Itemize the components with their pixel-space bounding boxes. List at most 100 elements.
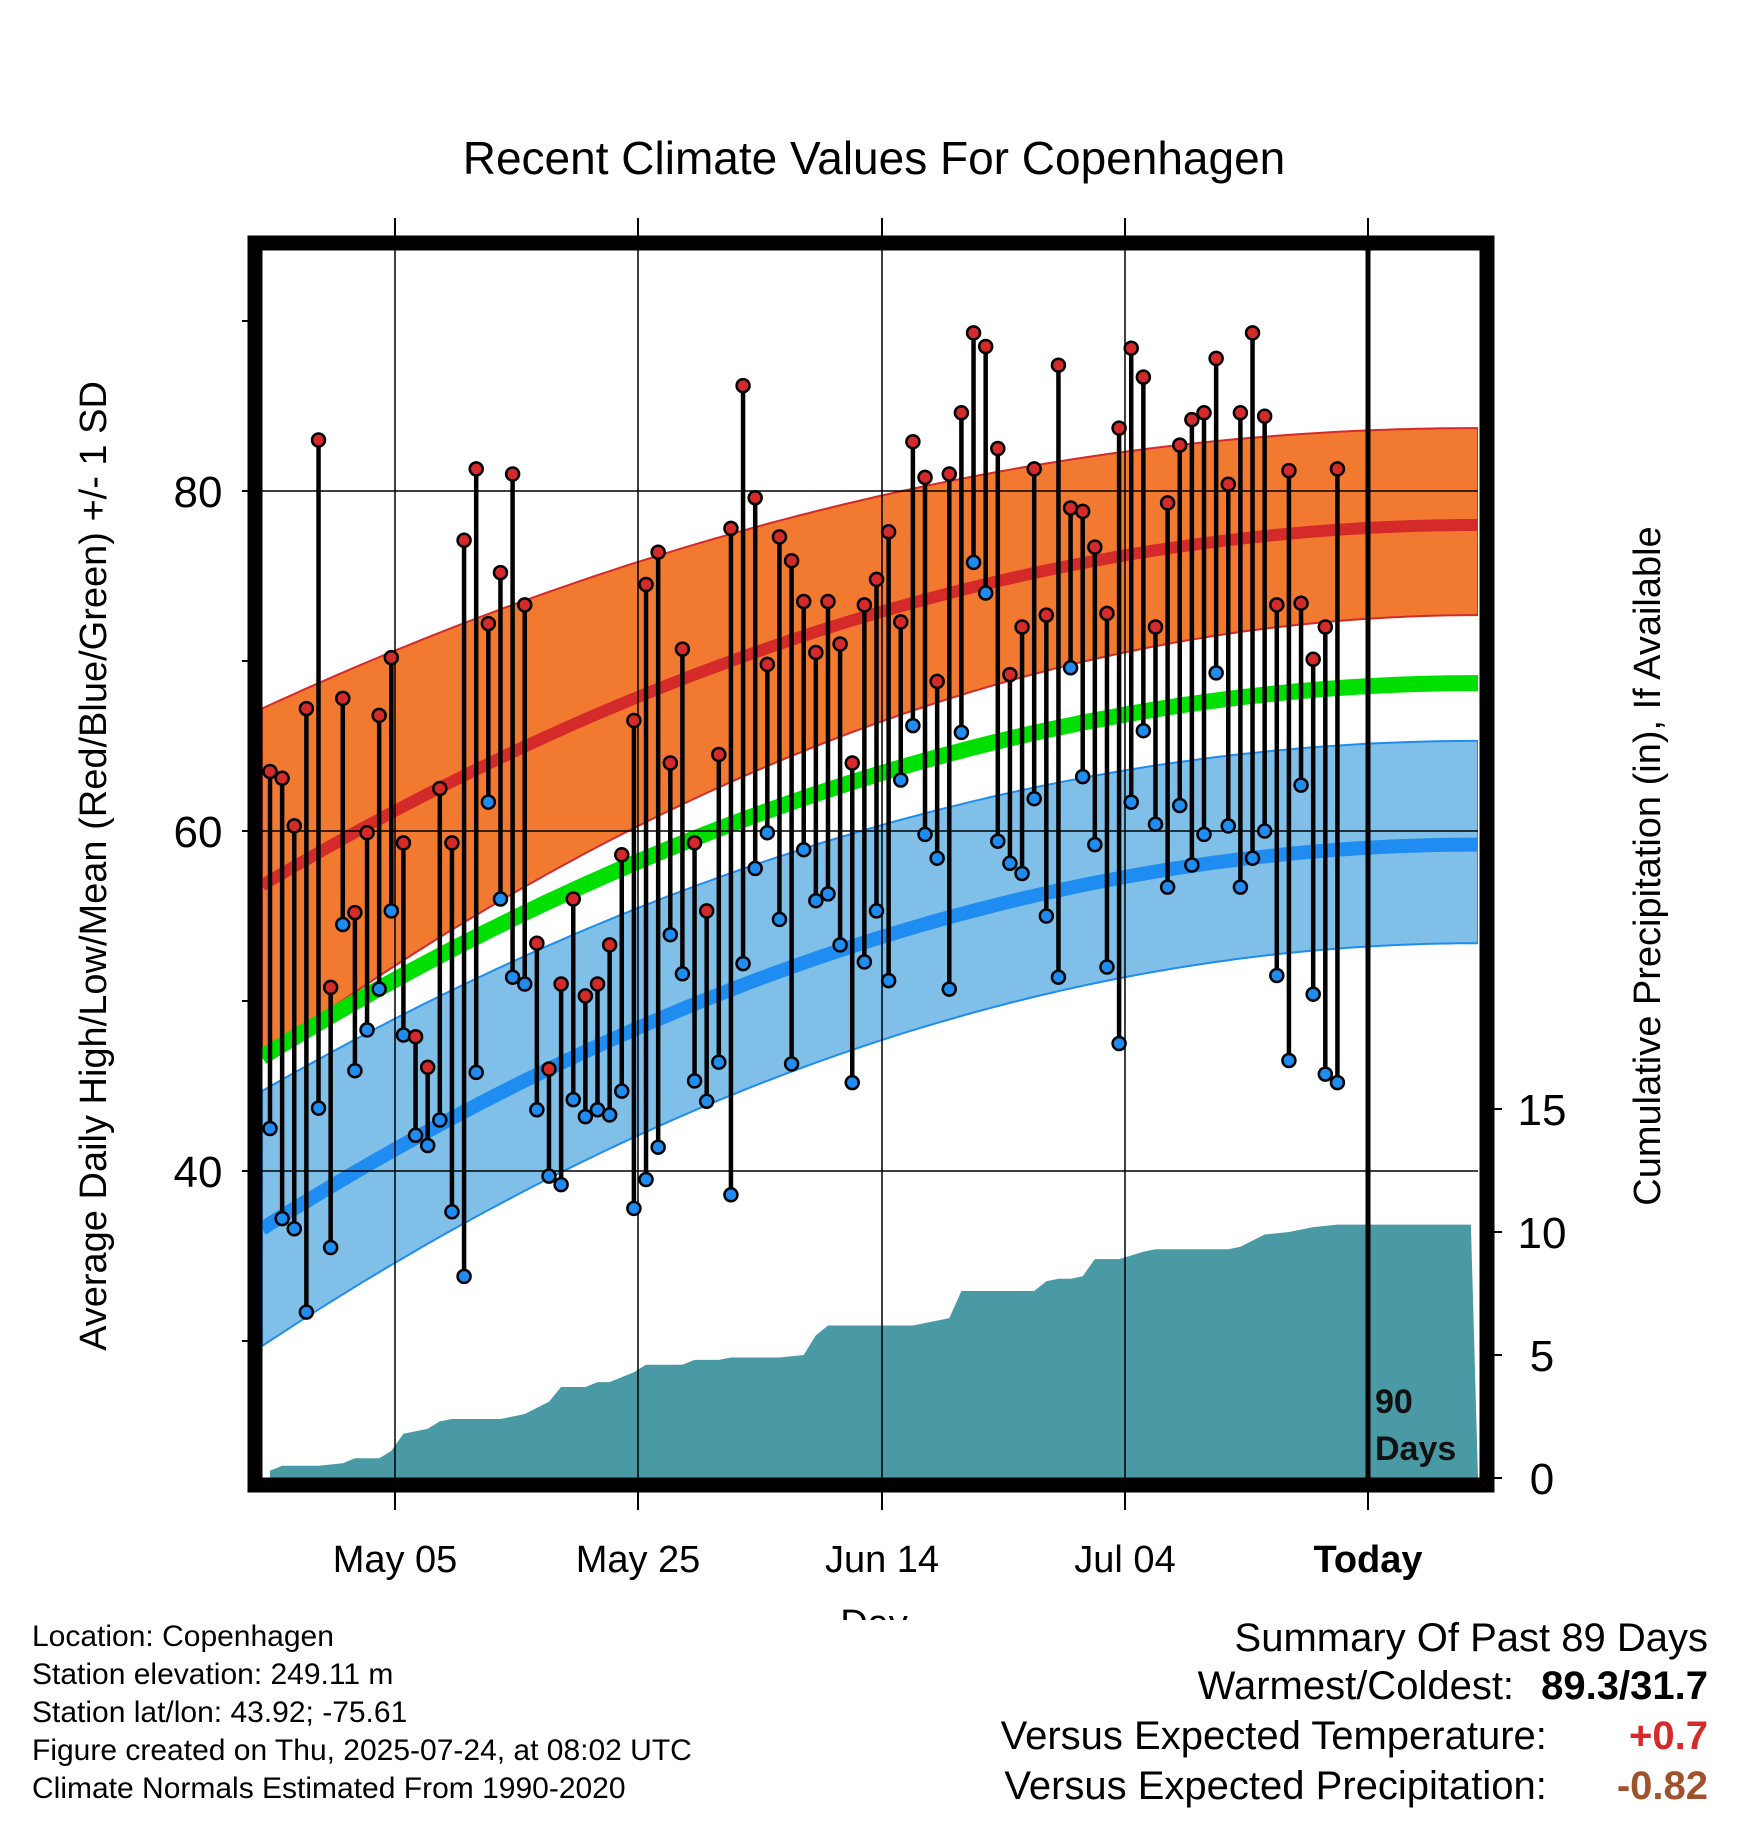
daily-low-point [735, 955, 751, 972]
x-tick-label: May 25 [576, 1539, 701, 1581]
daily-high-point [990, 440, 1006, 457]
precip-area [270, 1224, 1478, 1478]
daily-low-point [711, 1054, 727, 1070]
daily-low-point [626, 1200, 642, 1217]
daily-high-point [1293, 595, 1309, 611]
daily-low-point [553, 1176, 569, 1193]
daily-low-point [1147, 816, 1164, 832]
daily-low-point [868, 903, 885, 919]
latlon-text: Station lat/lon: 43.92; -75.61 [32, 1696, 408, 1729]
daily-low-point [723, 1187, 739, 1203]
daily-high-point [844, 755, 860, 771]
daily-high-point [456, 532, 472, 549]
y-left-axis-label: Average Daily High/Low/Mean (Red/Blue/Gr… [73, 381, 115, 1351]
daily-low-point [614, 1083, 630, 1099]
daily-high-point [1099, 605, 1115, 622]
warm-cold-label: Warmest/Coldest: [1197, 1664, 1515, 1708]
daily-high-point [492, 564, 509, 581]
daily-low-point [990, 833, 1006, 849]
daily-low-point [1087, 836, 1103, 853]
daily-low-point [371, 981, 387, 997]
daily-low-point [274, 1210, 290, 1227]
daily-low-point [529, 1102, 545, 1118]
daily-low-point [516, 976, 533, 992]
daily-low-point [432, 1112, 448, 1128]
daily-low-point [1269, 967, 1285, 984]
daily-high-point [965, 325, 982, 341]
daily-low-point [747, 860, 763, 877]
daily-low-point [1196, 826, 1212, 843]
daily-high-point [771, 529, 788, 545]
daily-low-point [347, 1062, 363, 1079]
daily-high-point [638, 576, 654, 593]
daily-low-point [965, 554, 982, 571]
daily-low-point [298, 1304, 315, 1320]
daily-low-point [480, 794, 497, 810]
daily-low-point [359, 1022, 375, 1038]
daily-low-point [1184, 857, 1200, 873]
daily-high-point [711, 746, 727, 763]
daily-low-point [468, 1064, 484, 1081]
daily-low-point [1220, 818, 1237, 834]
y-right-tick-label: 15 [1518, 1086, 1567, 1135]
summary-precipitation: Versus Expected Precipitation: -0.82 [1004, 1762, 1708, 1810]
daily-high-point [868, 571, 885, 588]
daily-high-point [286, 818, 303, 834]
daily-low-point [1014, 865, 1030, 882]
daily-high-point [310, 432, 327, 448]
location-text: Location: Copenhagen [32, 1620, 334, 1653]
daily-high-point [516, 597, 533, 613]
daily-high-point [1256, 408, 1273, 424]
daily-high-point [759, 656, 776, 673]
y-left-tick-label: 60 [174, 808, 223, 857]
daily-low-point [1329, 1074, 1346, 1091]
daily-high-point [1329, 461, 1346, 477]
daily-high-point [298, 700, 315, 717]
daily-high-point [1159, 495, 1176, 511]
daily-low-point [492, 891, 509, 907]
daily-high-point [1269, 597, 1285, 613]
daily-high-point [832, 636, 848, 652]
daily-low-point [1256, 823, 1273, 839]
daily-low-point [504, 969, 521, 985]
daily-low-point [395, 1027, 412, 1043]
x-tick-label: Jul 04 [1074, 1539, 1175, 1581]
daily-high-point [601, 937, 618, 953]
daily-high-point [480, 615, 497, 632]
daily-low-point [1074, 768, 1091, 785]
daily-high-point [929, 673, 945, 690]
daily-low-point [795, 841, 812, 858]
daily-low-point [808, 892, 824, 909]
daily-high-point [783, 552, 800, 569]
daily-low-point [262, 1120, 278, 1137]
daily-high-point [589, 976, 606, 992]
daily-high-point [359, 824, 375, 841]
daily-low-point [1099, 959, 1115, 975]
daily-low-point [783, 1056, 800, 1072]
y-left-tick-label: 40 [174, 1148, 223, 1197]
daily-low-point [1281, 1052, 1297, 1069]
daily-low-point [407, 1127, 424, 1144]
y-left-tick-label: 80 [174, 468, 223, 517]
daily-low-point [662, 926, 679, 943]
y-right-tick-label: 10 [1518, 1209, 1567, 1258]
x-tick-label: Today [1313, 1539, 1422, 1581]
daily-high-point [686, 835, 703, 851]
daily-low-point [820, 886, 836, 902]
daily-high-point [735, 377, 751, 394]
daily-low-point [856, 954, 873, 970]
daily-low-point [1317, 1066, 1334, 1082]
x-tick-label: May 05 [333, 1539, 458, 1581]
daily-high-point [650, 544, 666, 560]
daily-high-point [1317, 619, 1334, 635]
daily-high-point [1002, 666, 1018, 683]
daily-low-point [322, 1239, 339, 1256]
daily-low-point [601, 1107, 618, 1123]
daily-low-point [335, 916, 351, 933]
daily-low-point [1050, 969, 1067, 985]
daily-low-point [941, 981, 958, 997]
daily-high-point [747, 490, 763, 506]
days-label-number: 90 [1375, 1383, 1413, 1421]
daily-high-point [880, 524, 897, 540]
daily-high-point [407, 1028, 424, 1045]
